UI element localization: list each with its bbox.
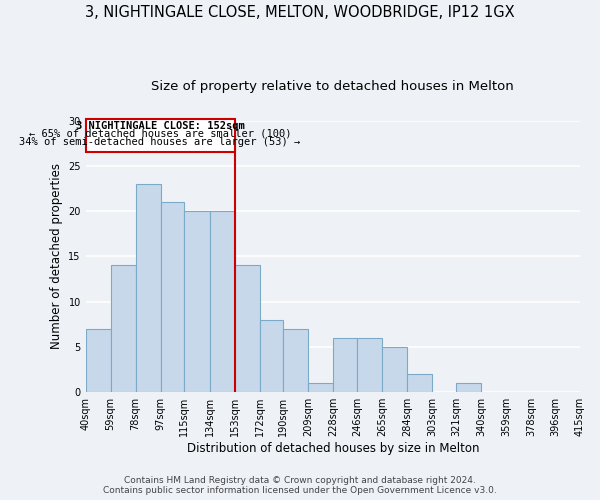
Title: Size of property relative to detached houses in Melton: Size of property relative to detached ho… [151, 80, 514, 93]
Y-axis label: Number of detached properties: Number of detached properties [50, 164, 62, 350]
X-axis label: Distribution of detached houses by size in Melton: Distribution of detached houses by size … [187, 442, 479, 455]
Bar [209, 211, 235, 392]
Bar [161, 202, 184, 392]
Bar [308, 383, 334, 392]
Bar [407, 374, 433, 392]
Bar [456, 383, 481, 392]
Text: 3 NIGHTINGALE CLOSE: 152sqm: 3 NIGHTINGALE CLOSE: 152sqm [76, 120, 244, 130]
Text: 3, NIGHTINGALE CLOSE, MELTON, WOODBRIDGE, IP12 1GX: 3, NIGHTINGALE CLOSE, MELTON, WOODBRIDGE… [85, 5, 515, 20]
Text: 34% of semi-detached houses are larger (53) →: 34% of semi-detached houses are larger (… [19, 137, 301, 147]
Bar [334, 338, 357, 392]
Bar [382, 347, 407, 392]
Bar [235, 266, 260, 392]
Bar [283, 329, 308, 392]
Bar [136, 184, 161, 392]
Bar [260, 320, 283, 392]
Bar [86, 329, 110, 392]
Bar [357, 338, 382, 392]
Bar [184, 211, 209, 392]
Bar [86, 118, 235, 152]
Text: Contains HM Land Registry data © Crown copyright and database right 2024.
Contai: Contains HM Land Registry data © Crown c… [103, 476, 497, 495]
Bar [110, 266, 136, 392]
Text: ← 65% of detached houses are smaller (100): ← 65% of detached houses are smaller (10… [29, 128, 292, 138]
